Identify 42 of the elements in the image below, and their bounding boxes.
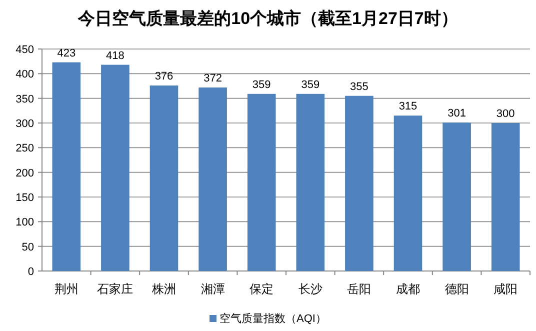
data-label: 355	[350, 80, 368, 93]
y-tick-label: 250	[16, 142, 34, 155]
y-tick-label: 150	[16, 192, 34, 204]
x-tick-label: 湘潭	[200, 282, 225, 296]
x-tick-label: 长沙	[298, 282, 322, 296]
bar	[247, 94, 276, 271]
bar	[345, 96, 374, 271]
data-label: 423	[57, 47, 76, 60]
chart-title: 今日空气质量最差的10个城市（截至1月27日7时）	[77, 9, 458, 28]
y-tick-label: 300	[16, 118, 34, 130]
y-tick-label: 200	[16, 167, 34, 180]
data-label: 359	[301, 78, 320, 91]
y-tick-label: 350	[16, 93, 34, 106]
y-tick-label: 400	[16, 68, 34, 81]
data-label: 418	[106, 50, 124, 62]
y-tick-label: 0	[28, 266, 34, 278]
bar	[491, 123, 520, 271]
data-label: 315	[398, 100, 418, 113]
y-tick-label: 50	[22, 241, 34, 254]
legend-label: 空气质量指数（AQI）	[220, 312, 326, 325]
bar	[198, 87, 227, 271]
data-label: 376	[154, 70, 174, 83]
bar	[394, 116, 422, 271]
x-tick-label: 荆州	[54, 282, 78, 296]
bar	[150, 86, 178, 271]
x-tick-label: 保定	[250, 282, 274, 296]
data-label: 301	[448, 108, 466, 120]
x-tick-label: 岳阳	[347, 282, 372, 296]
bar	[52, 62, 81, 271]
x-tick-label: 株洲	[151, 282, 176, 296]
bar	[442, 122, 471, 271]
x-tick-label: 成都	[396, 282, 420, 296]
data-label: 372	[204, 72, 222, 84]
x-tick-label: 石家庄	[97, 282, 134, 296]
x-tick-label: 德阳	[444, 282, 469, 296]
x-tick-label: 咸阳	[494, 282, 518, 296]
data-label: 359	[252, 78, 271, 91]
data-label: 300	[496, 108, 515, 120]
y-tick-label: 450	[16, 44, 34, 56]
bar	[296, 94, 325, 271]
y-tick-label: 100	[16, 216, 34, 229]
bar	[101, 64, 130, 271]
